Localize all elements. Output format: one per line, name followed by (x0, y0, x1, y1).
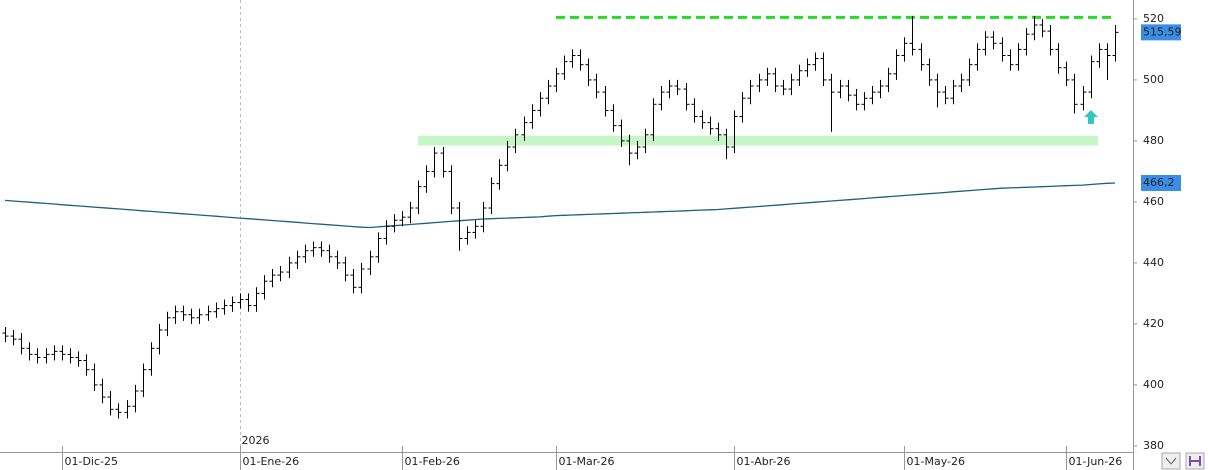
y-tick-label: 480 (1143, 134, 1164, 147)
ma-line (4, 182, 1116, 229)
x-tick-label: 01-May-26 (907, 455, 965, 468)
y-tick-label: 400 (1143, 378, 1164, 391)
value-tag-label: 466,2 (1143, 176, 1175, 189)
support-band (418, 135, 1098, 146)
x-tick-label: 01-Abr-26 (737, 455, 791, 468)
value-tag-label: 515,59 (1143, 25, 1182, 38)
x-tick-label: 01-Jun-26 (1069, 455, 1123, 468)
annotations (240, 0, 1113, 452)
axes: 380 400 420 440 460 480 500 520 01-Dic-25 01-Ene-… (62, 12, 1182, 470)
y-tick-label: 520 (1143, 12, 1164, 25)
y-tick-label: 420 (1143, 317, 1164, 330)
year-label: 2026 (242, 434, 270, 447)
value-tag (1141, 174, 1181, 191)
x-tick-label: 01-Feb-26 (405, 455, 460, 468)
chart-button-icon (1165, 457, 1177, 465)
x-tick-label: 01-Mar-26 (559, 455, 615, 468)
y-tick-label: 500 (1143, 73, 1164, 86)
moving-average (4, 182, 1116, 229)
value-tag (1141, 24, 1181, 41)
chart-button[interactable] (1161, 452, 1181, 470)
y-tick-label: 380 (1143, 439, 1164, 452)
ohlc-bars (2, 15, 1119, 419)
x-tick-label: 01-Dic-25 (65, 455, 119, 468)
y-tick-label: 440 (1143, 256, 1164, 269)
chart-button-icon (1189, 456, 1201, 466)
arrow-up-icon (1084, 110, 1098, 124)
x-tick-label: 01-Ene-26 (243, 455, 300, 468)
y-tick-label: 460 (1143, 195, 1164, 208)
